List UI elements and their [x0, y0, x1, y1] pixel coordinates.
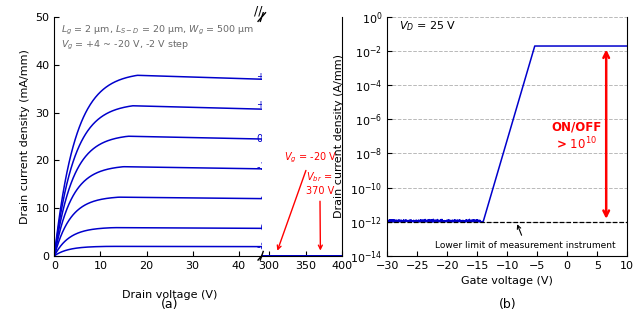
- Text: $V_g$ = -20 V: $V_g$ = -20 V: [277, 151, 337, 249]
- Y-axis label: Drain current density (A/mm): Drain current density (A/mm): [335, 54, 344, 219]
- Text: (a): (a): [161, 299, 179, 310]
- X-axis label: Gate voltage (V): Gate voltage (V): [461, 276, 553, 286]
- Text: -4 V: -4 V: [257, 193, 276, 202]
- Text: -6 V: -6 V: [257, 223, 276, 233]
- Text: 0 V: 0 V: [257, 134, 273, 144]
- Text: $V_D$ = 25 V: $V_D$ = 25 V: [399, 19, 457, 33]
- Text: //: //: [254, 5, 263, 18]
- Text: ON/OFF
> $10^{10}$: ON/OFF > $10^{10}$: [551, 120, 602, 153]
- Text: $V_{br}$ =
370 V: $V_{br}$ = 370 V: [306, 170, 334, 249]
- Text: (b): (b): [499, 299, 516, 310]
- Y-axis label: Drain current density (mA/mm): Drain current density (mA/mm): [20, 49, 30, 224]
- Text: -8 V: -8 V: [257, 242, 276, 252]
- Text: Lower limit of measurement instrument: Lower limit of measurement instrument: [435, 225, 616, 250]
- Text: +4 V: +4 V: [257, 72, 281, 82]
- Text: -2 V: -2 V: [257, 162, 276, 172]
- Text: Drain voltage (V): Drain voltage (V): [122, 290, 218, 299]
- Text: +2 V: +2 V: [257, 100, 281, 110]
- Text: $L_g$ = 2 μm, $L_{S-D}$ = 20 μm, $W_g$ = 500 μm
$V_g$ = +4 ~ -20 V, -2 V step: $L_g$ = 2 μm, $L_{S-D}$ = 20 μm, $W_g$ =…: [61, 24, 254, 52]
